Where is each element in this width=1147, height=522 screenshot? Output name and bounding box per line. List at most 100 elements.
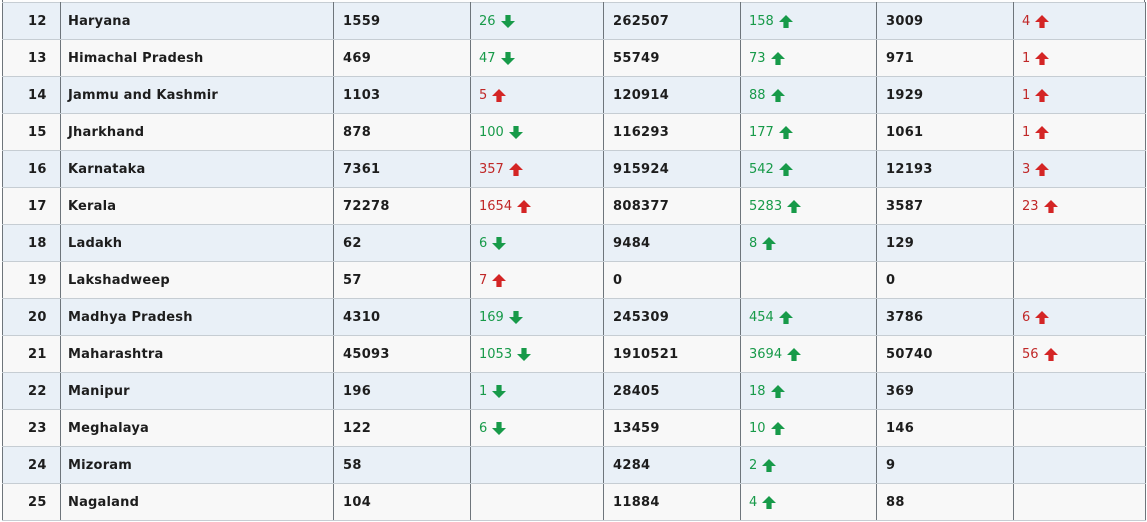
table-row: 19 Lakshadweep 57 7 0 0 (2, 261, 1146, 299)
down-arrow-icon (492, 421, 507, 435)
cured-cell: 9484 (603, 224, 741, 262)
up-arrow-icon (787, 347, 802, 361)
change-value: 23 (1022, 198, 1039, 214)
rank-cell: 15 (2, 113, 61, 151)
change-value: 542 (749, 161, 774, 177)
table-row: 22 Manipur 196 1 28405 18 369 (2, 372, 1146, 410)
cured-cell: 13459 (603, 409, 741, 447)
active-cell: 57 (333, 261, 471, 299)
active-cell: 196 (333, 372, 471, 410)
up-arrow-icon (778, 14, 793, 28)
change-value: 1 (1022, 50, 1031, 66)
up-arrow-icon (762, 236, 777, 250)
down-arrow-icon (492, 384, 507, 398)
active-cell: 72278 (333, 187, 471, 225)
deaths-change-cell: 3 (1013, 150, 1146, 188)
active-change-cell: 5 (470, 76, 604, 114)
change-value: 8 (749, 235, 758, 251)
deaths-change-cell: 1 (1013, 113, 1146, 151)
table-row: 18 Ladakh 62 6 9484 8 129 (2, 224, 1146, 262)
cured-cell: 55749 (603, 39, 741, 77)
rank-cell: 20 (2, 298, 61, 336)
rank-cell: 14 (2, 76, 61, 114)
deaths-cell: 1929 (876, 76, 1014, 114)
up-arrow-icon (492, 273, 507, 287)
deaths-change-cell: 23 (1013, 187, 1146, 225)
cured-change-cell (740, 261, 877, 299)
rank-cell: 13 (2, 39, 61, 77)
state-cell: Jammu and Kashmir (60, 76, 334, 114)
change-value: 10 (749, 420, 766, 436)
cured-change-cell: 454 (740, 298, 877, 336)
active-change-cell (470, 446, 604, 484)
rank-cell: 12 (2, 2, 61, 40)
change-value: 3694 (749, 346, 783, 362)
change-value: 1053 (479, 346, 513, 362)
up-arrow-icon (787, 199, 802, 213)
deaths-cell: 129 (876, 224, 1014, 262)
active-change-cell: 357 (470, 150, 604, 188)
active-cell: 469 (333, 39, 471, 77)
cured-cell: 1910521 (603, 335, 741, 373)
table-row: 13 Himachal Pradesh 469 47 55749 73 971 1 (2, 39, 1146, 77)
down-arrow-icon (492, 236, 507, 250)
cured-cell: 808377 (603, 187, 741, 225)
change-value: 5283 (749, 198, 783, 214)
up-arrow-icon (508, 162, 523, 176)
state-cell: Mizoram (60, 446, 334, 484)
cured-cell: 11884 (603, 483, 741, 521)
change-value: 6 (479, 235, 488, 251)
cured-change-cell: 8 (740, 224, 877, 262)
change-value: 1654 (479, 198, 513, 214)
rank-cell: 21 (2, 335, 61, 373)
deaths-cell: 12193 (876, 150, 1014, 188)
change-value: 18 (749, 383, 766, 399)
cured-cell: 4284 (603, 446, 741, 484)
deaths-change-cell: 1 (1013, 76, 1146, 114)
table-row: 17 Kerala 72278 1654 808377 5283 3587 23 (2, 187, 1146, 225)
cured-change-cell: 542 (740, 150, 877, 188)
change-value: 169 (479, 309, 504, 325)
up-arrow-icon (1035, 51, 1050, 65)
deaths-change-cell (1013, 483, 1146, 521)
change-value: 158 (749, 13, 774, 29)
state-cell: Madhya Pradesh (60, 298, 334, 336)
change-value: 56 (1022, 346, 1039, 362)
cured-change-cell: 18 (740, 372, 877, 410)
active-cell: 1559 (333, 2, 471, 40)
change-value: 454 (749, 309, 774, 325)
cured-cell: 262507 (603, 2, 741, 40)
cured-change-cell: 73 (740, 39, 877, 77)
active-cell: 1103 (333, 76, 471, 114)
change-value: 6 (479, 420, 488, 436)
state-cell: Karnataka (60, 150, 334, 188)
change-value: 357 (479, 161, 504, 177)
change-value: 1 (1022, 87, 1031, 103)
cured-change-cell: 158 (740, 2, 877, 40)
table-row: 23 Meghalaya 122 6 13459 10 146 (2, 409, 1146, 447)
up-arrow-icon (770, 384, 785, 398)
change-value: 73 (749, 50, 766, 66)
cured-cell: 915924 (603, 150, 741, 188)
rank-cell: 23 (2, 409, 61, 447)
deaths-cell: 88 (876, 483, 1014, 521)
deaths-cell: 0 (876, 261, 1014, 299)
state-cell: Lakshadweep (60, 261, 334, 299)
up-arrow-icon (778, 125, 793, 139)
up-arrow-icon (778, 162, 793, 176)
cured-cell: 116293 (603, 113, 741, 151)
deaths-cell: 369 (876, 372, 1014, 410)
up-arrow-icon (1035, 125, 1050, 139)
state-cell: Jharkhand (60, 113, 334, 151)
cured-cell: 245309 (603, 298, 741, 336)
active-change-cell (470, 483, 604, 521)
previous-row-edge (2, 0, 1145, 2)
deaths-cell: 971 (876, 39, 1014, 77)
state-cell: Kerala (60, 187, 334, 225)
up-arrow-icon (1043, 347, 1058, 361)
up-arrow-icon (1035, 14, 1050, 28)
up-arrow-icon (762, 458, 777, 472)
active-cell: 104 (333, 483, 471, 521)
deaths-cell: 9 (876, 446, 1014, 484)
